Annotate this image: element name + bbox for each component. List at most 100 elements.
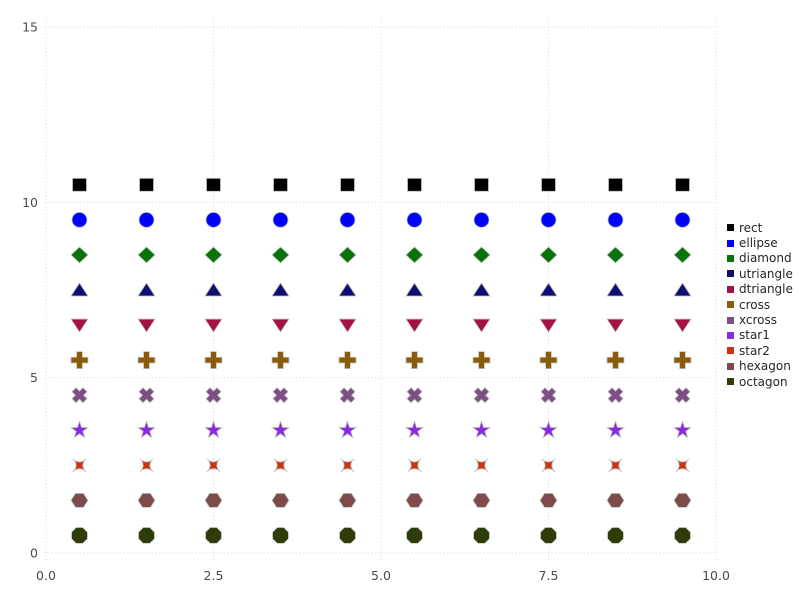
legend-item-cross: cross — [727, 297, 793, 312]
legend-item-star1: star1 — [727, 328, 793, 343]
diamond-marker — [137, 246, 156, 264]
star1-marker — [605, 420, 626, 439]
rect-marker — [608, 177, 623, 192]
series-octagon — [71, 527, 691, 544]
xcross-marker — [272, 387, 289, 404]
ellipse-marker — [674, 212, 691, 228]
dtriangle-marker — [70, 318, 89, 333]
star2-marker — [139, 458, 154, 473]
legend-label: ellipse — [739, 236, 778, 251]
star1-marker — [69, 420, 90, 439]
x-axis-tick-labels: 0.0 2.5 5.0 7.5 10.0 — [36, 568, 730, 583]
dtriangle-marker — [338, 318, 357, 333]
legend-label: diamond — [739, 251, 792, 266]
xcross-marker — [205, 387, 222, 404]
star2-marker — [206, 458, 221, 473]
star1-marker — [136, 420, 157, 439]
rect-marker — [541, 177, 556, 192]
legend-label: star2 — [739, 343, 770, 358]
star2-marker — [675, 458, 690, 473]
y-tick-label: 0 — [30, 546, 38, 561]
diamond-marker — [338, 246, 357, 264]
series-ellipse — [71, 212, 691, 228]
cross-marker — [472, 351, 491, 370]
xcross-marker — [138, 387, 155, 404]
dtriangle-marker — [673, 318, 692, 333]
octagon-marker — [339, 527, 356, 544]
diamond-marker — [472, 246, 491, 264]
octagon-marker — [406, 527, 423, 544]
star1-marker — [203, 420, 224, 439]
cross-marker — [539, 351, 558, 370]
legend-swatch-rect-icon — [727, 224, 734, 232]
cross-marker — [137, 351, 156, 370]
x-tick-label: 10.0 — [702, 568, 730, 583]
octagon-marker — [607, 527, 624, 544]
markers — [69, 177, 693, 544]
utriangle-marker — [204, 282, 223, 297]
gridlines — [44, 19, 717, 560]
dtriangle-marker — [271, 318, 290, 333]
ellipse-marker — [540, 212, 557, 228]
star1-marker — [270, 420, 291, 439]
hexagon-marker — [472, 493, 491, 508]
ellipse-marker — [607, 212, 624, 228]
hexagon-marker — [539, 493, 558, 508]
ellipse-marker — [272, 212, 289, 228]
y-tick-label: 10 — [22, 195, 38, 210]
series-cross — [70, 351, 692, 370]
legend-swatch-cross-icon — [727, 301, 734, 309]
dtriangle-marker — [606, 318, 625, 333]
xcross-marker — [540, 387, 557, 404]
hexagon-marker — [137, 493, 156, 508]
legend-swatch-star1-icon — [727, 331, 734, 339]
y-tick-label: 15 — [22, 20, 38, 35]
cross-marker — [673, 351, 692, 370]
legend-item-dtriangle: dtriangle — [727, 282, 793, 297]
legend-swatch-octagon-icon — [727, 378, 734, 386]
legend-item-utriangle: utriangle — [727, 266, 793, 281]
utriangle-marker — [271, 282, 290, 297]
ellipse-marker — [473, 212, 490, 228]
legend-label: rect — [739, 220, 763, 235]
legend-swatch-dtriangle-icon — [727, 285, 734, 293]
legend-swatch-diamond-icon — [727, 254, 734, 262]
xcross-marker — [406, 387, 423, 404]
hexagon-marker — [204, 493, 223, 508]
diamond-marker — [70, 246, 89, 264]
legend-label: star1 — [739, 328, 770, 343]
star1-marker — [672, 420, 693, 439]
legend-item-diamond: diamond — [727, 251, 793, 266]
octagon-marker — [674, 527, 691, 544]
y-axis-tick-labels: 0 5 10 15 — [22, 20, 38, 561]
series-xcross — [71, 387, 691, 404]
legend-item-xcross: xcross — [727, 312, 793, 327]
rect-marker — [273, 177, 288, 192]
star2-marker — [474, 458, 489, 473]
cross-marker — [405, 351, 424, 370]
series-utriangle — [70, 282, 692, 297]
legend-swatch-ellipse-icon — [727, 239, 734, 247]
diamond-marker — [673, 246, 692, 264]
legend-label: dtriangle — [739, 282, 793, 297]
diamond-marker — [405, 246, 424, 264]
y-tick-label: 5 — [30, 370, 38, 385]
hexagon-marker — [673, 493, 692, 508]
star2-marker — [340, 458, 355, 473]
ellipse-marker — [71, 212, 88, 228]
ellipse-marker — [406, 212, 423, 228]
legend-item-ellipse: ellipse — [727, 235, 793, 250]
ellipse-marker — [339, 212, 356, 228]
rect-marker — [675, 177, 690, 192]
hexagon-marker — [271, 493, 290, 508]
legend-label: octagon — [739, 374, 788, 389]
utriangle-marker — [606, 282, 625, 297]
xcross-marker — [674, 387, 691, 404]
xcross-marker — [473, 387, 490, 404]
legend-item-star2: star2 — [727, 343, 793, 358]
dtriangle-marker — [539, 318, 558, 333]
cross-marker — [70, 351, 89, 370]
ellipse-marker — [138, 212, 155, 228]
